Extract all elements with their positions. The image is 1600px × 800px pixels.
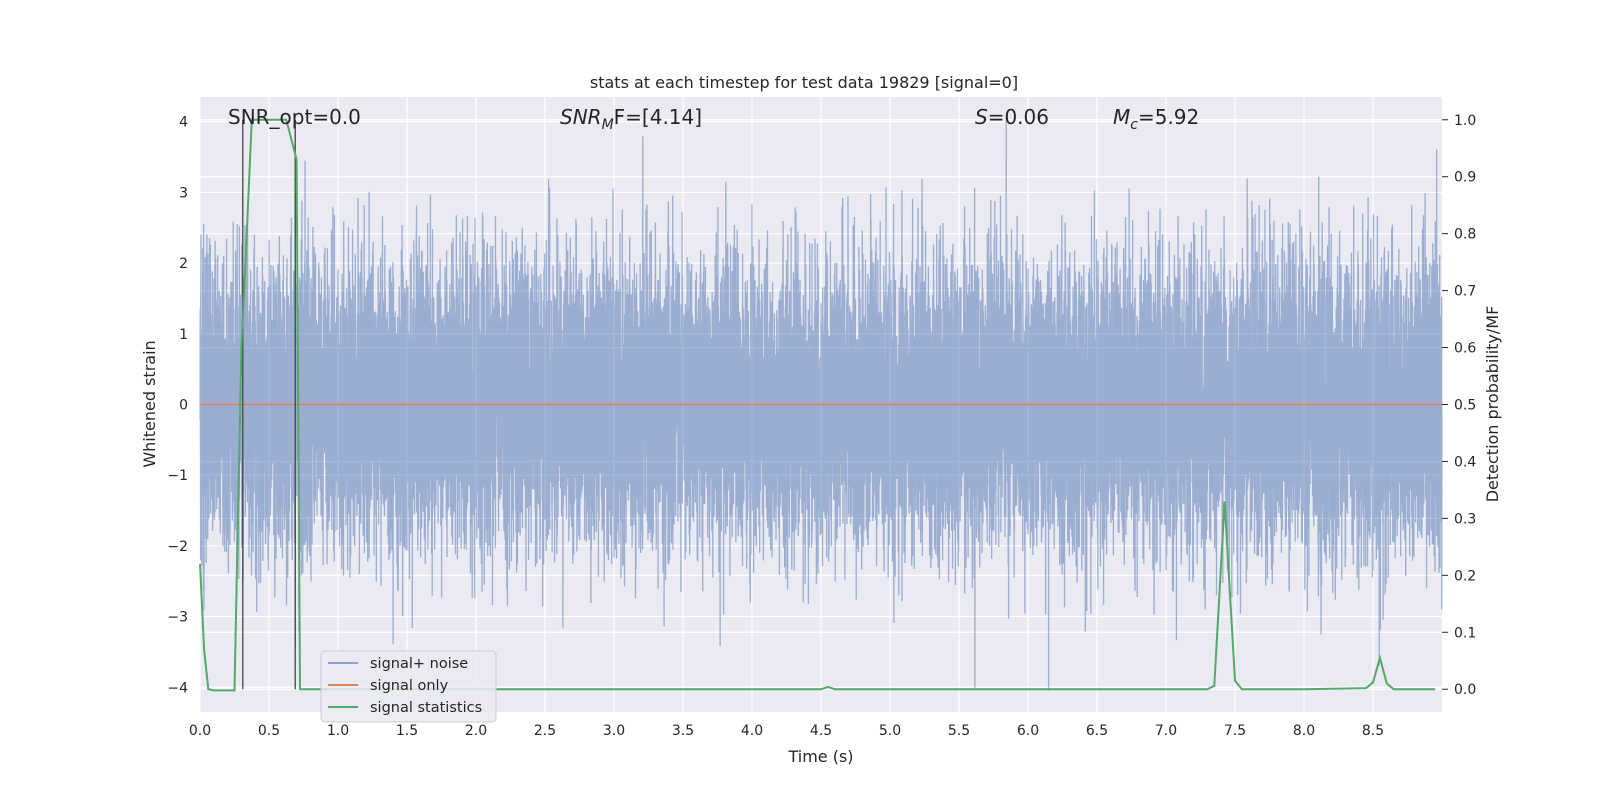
- y2-tick-label: 1.0: [1454, 113, 1476, 129]
- annotation-s-label: S: [975, 105, 988, 129]
- y2-tick-label: 0.7: [1454, 284, 1476, 300]
- annotation-snr-mf-suffix: F=[4.14]: [614, 105, 702, 129]
- x-tick-label: 1.0: [327, 723, 349, 739]
- legend-label-signal-statistics: signal statistics: [370, 700, 482, 716]
- signal-plus-noise-line: [199, 118, 1443, 691]
- legend-label-signal-plus-noise: signal+ noise: [370, 656, 468, 672]
- y-axis-title: Whitened strain: [140, 340, 159, 467]
- y-tick-label: 2: [179, 256, 188, 272]
- x-tick-label: 6.5: [1086, 723, 1108, 739]
- annotation-snr-mf-prefix: SNR: [560, 105, 602, 129]
- y2-tick-label: 0.2: [1454, 568, 1476, 584]
- y2-axis-ticks: 1.0 0.9 0.8 0.7 0.6 0.5 0.4 0.3 0.2 0.1 0.0: [1442, 113, 1476, 698]
- legend-box: [320, 650, 497, 723]
- y2-tick-label: 0.1: [1454, 625, 1476, 641]
- x-tick-label: 6.0: [1017, 723, 1039, 739]
- x-tick-label: 4.5: [810, 723, 832, 739]
- annotation-mc-value: =5.92: [1138, 105, 1199, 129]
- y2-tick-label: 0.9: [1454, 170, 1476, 186]
- x-tick-label: 3.5: [672, 723, 694, 739]
- y-tick-label: 0: [179, 398, 188, 414]
- y-tick-label: −2: [167, 539, 188, 555]
- legend: signal+ noise signal only signal statist…: [320, 650, 497, 723]
- annotation-mc: Mc=5.92: [1113, 105, 1199, 133]
- annotation-mc-sub: c: [1130, 117, 1138, 133]
- x-tick-label: 0.5: [258, 723, 280, 739]
- annotation-s-value: =0.06: [988, 105, 1049, 129]
- annotation-snr-mf-sub: M: [602, 117, 614, 133]
- x-tick-label: 8.0: [1293, 723, 1315, 739]
- annotation-snr-opt: SNR_opt=0.0: [228, 105, 361, 129]
- x-axis-title: Time (s): [787, 747, 853, 766]
- x-tick-label: 7.5: [1224, 723, 1246, 739]
- annotation-mc-label: M: [1113, 105, 1130, 129]
- x-axis-ticks: 0.0 0.5 1.0 1.5 2.0 2.5 3.0 3.5 4.0 4.5 5.0 5.5 6.0 6…: [189, 723, 1384, 739]
- x-tick-label: 3.0: [603, 723, 625, 739]
- annotation-snr-mf: SNRMF=[4.14]: [560, 105, 702, 133]
- chart-title: stats at each timestep for test data 198…: [590, 73, 1018, 92]
- y-tick-label: 1: [179, 327, 188, 343]
- x-tick-label: 2.5: [534, 723, 556, 739]
- annotation-s: S=0.06: [975, 105, 1049, 129]
- signal-plus-noise-series: [199, 118, 1443, 691]
- signal-statistics-series: [199, 118, 1436, 692]
- y2-tick-label: 0.4: [1454, 454, 1476, 470]
- x-tick-label: 7.0: [1155, 723, 1177, 739]
- y2-tick-label: 0.5: [1454, 398, 1476, 414]
- x-tick-label: 8.5: [1362, 723, 1384, 739]
- y2-tick-label: 0.8: [1454, 227, 1476, 243]
- x-tick-label: 2.0: [465, 723, 487, 739]
- x-tick-label: 4.0: [741, 723, 763, 739]
- y-tick-label: 4: [179, 115, 188, 131]
- y2-tick-label: 0.0: [1454, 682, 1476, 698]
- x-tick-label: 1.5: [396, 723, 418, 739]
- y-tick-label: 3: [179, 185, 188, 201]
- x-tick-label: 5.0: [879, 723, 901, 739]
- vertical-markers: [242, 119, 296, 690]
- y2-tick-label: 0.6: [1454, 341, 1476, 357]
- y2-axis-title: Detection probability/MF: [1483, 306, 1502, 503]
- y-axis-ticks: 4 3 2 1 0 −1 −2 −3 −4: [167, 115, 188, 697]
- y-tick-label: −3: [167, 610, 188, 626]
- signal-statistics-line: [199, 118, 1436, 692]
- legend-label-signal-only: signal only: [370, 678, 449, 694]
- x-tick-label: 0.0: [189, 723, 211, 739]
- y-tick-label: −1: [167, 468, 188, 484]
- x-tick-label: 5.5: [948, 723, 970, 739]
- y-tick-label: −4: [167, 680, 188, 696]
- y2-tick-label: 0.3: [1454, 511, 1476, 527]
